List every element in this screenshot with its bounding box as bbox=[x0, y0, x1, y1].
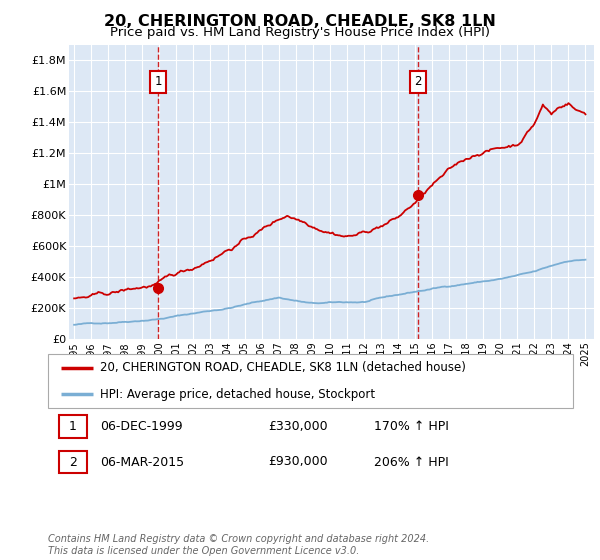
Text: 170% ↑ HPI: 170% ↑ HPI bbox=[373, 420, 448, 433]
FancyBboxPatch shape bbox=[59, 416, 88, 438]
Text: 2: 2 bbox=[69, 455, 77, 469]
Text: 1: 1 bbox=[69, 420, 77, 433]
Text: 20, CHERINGTON ROAD, CHEADLE, SK8 1LN: 20, CHERINGTON ROAD, CHEADLE, SK8 1LN bbox=[104, 14, 496, 29]
Text: 206% ↑ HPI: 206% ↑ HPI bbox=[373, 455, 448, 469]
Text: 2: 2 bbox=[414, 76, 422, 88]
Text: 06-MAR-2015: 06-MAR-2015 bbox=[101, 455, 185, 469]
Text: 20, CHERINGTON ROAD, CHEADLE, SK8 1LN (detached house): 20, CHERINGTON ROAD, CHEADLE, SK8 1LN (d… bbox=[101, 361, 466, 374]
Text: HPI: Average price, detached house, Stockport: HPI: Average price, detached house, Stoc… bbox=[101, 388, 376, 401]
Text: 1: 1 bbox=[154, 76, 162, 88]
Text: Price paid vs. HM Land Registry's House Price Index (HPI): Price paid vs. HM Land Registry's House … bbox=[110, 26, 490, 39]
Text: Contains HM Land Registry data © Crown copyright and database right 2024.
This d: Contains HM Land Registry data © Crown c… bbox=[48, 534, 429, 556]
FancyBboxPatch shape bbox=[59, 451, 88, 473]
Text: £330,000: £330,000 bbox=[269, 420, 328, 433]
Text: £930,000: £930,000 bbox=[269, 455, 328, 469]
Text: 06-DEC-1999: 06-DEC-1999 bbox=[101, 420, 183, 433]
